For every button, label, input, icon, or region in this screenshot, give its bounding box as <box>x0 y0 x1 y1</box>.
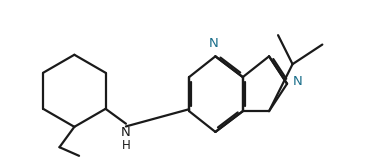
Text: H: H <box>122 139 130 152</box>
Text: N: N <box>209 37 218 50</box>
Text: N: N <box>293 75 303 88</box>
Text: N: N <box>121 127 131 139</box>
